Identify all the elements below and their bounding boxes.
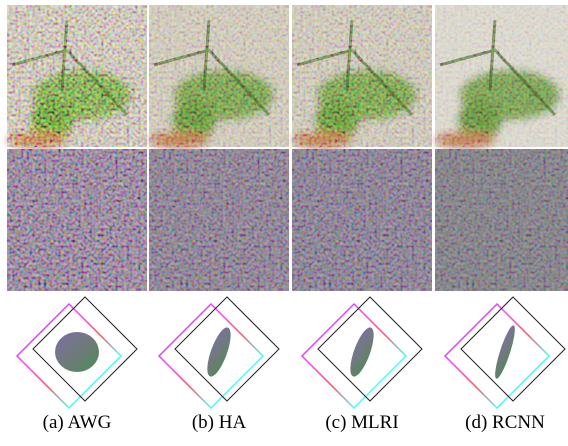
noise-distribution [495,325,515,379]
image-noise [149,5,289,147]
reference-gamut [32,296,138,402]
column: (d) RCNN [435,5,568,433]
color-gamut [157,302,265,410]
image-noise [292,5,432,147]
caption: (b) HA [192,412,247,433]
noise-image [292,149,432,291]
columns: (a) AWG (b) HA (c) MLRI (d) RCNN [7,5,568,433]
reference-gamut [174,296,280,402]
color-gamut [443,302,551,410]
image-noise [435,5,568,147]
color-gamut [300,302,408,410]
color-gamut [15,302,123,410]
noise-distribution [207,327,231,377]
noise-image [7,149,147,291]
column: (b) HA [149,5,289,433]
image-noise [7,5,147,147]
caption: (c) MLRI [325,412,398,433]
column: (c) MLRI [292,5,432,433]
noise-distribution [55,332,99,372]
reference-gamut [460,296,566,402]
column: (a) AWG [7,5,147,433]
noise-image [435,149,568,291]
noise-image [149,149,289,291]
caption: (d) RCNN [465,412,545,433]
reference-gamut [317,296,423,402]
caption: (a) AWG [43,412,112,433]
noise-distribution [350,327,374,377]
